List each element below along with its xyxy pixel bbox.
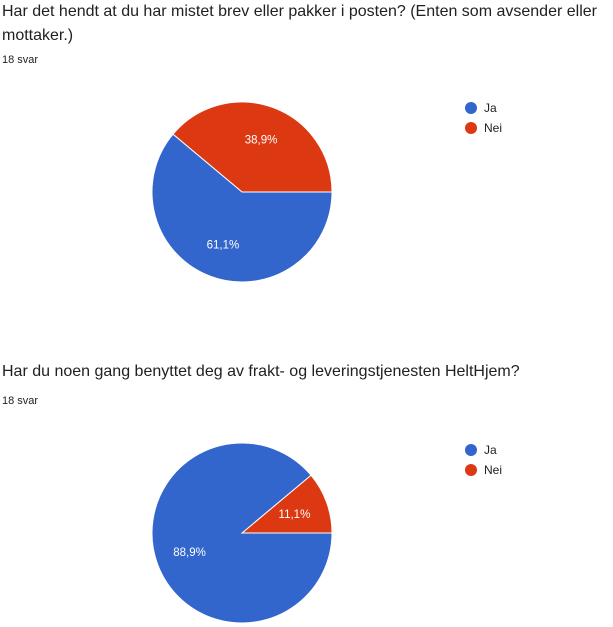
- slice-label: 88,9%: [173, 547, 206, 559]
- legend-swatch: [465, 464, 477, 476]
- response-count: 18 svar: [2, 395, 39, 407]
- legend-label: Nei: [484, 121, 503, 135]
- slice-label: 38,9%: [245, 135, 278, 147]
- pie-slice-ja[interactable]: [151, 442, 333, 624]
- pie-chart: 38,9% 61,1%: [151, 101, 333, 283]
- legend-label: Nei: [484, 463, 503, 477]
- slice-label: 11,1%: [279, 509, 311, 521]
- legend-label: Ja: [484, 101, 497, 115]
- legend-swatch: [465, 122, 477, 134]
- legend-item-nei[interactable]: Nei: [465, 460, 502, 480]
- question-title: Har det hendt at du har mistet brev elle…: [2, 3, 597, 44]
- slice-label: 61,1%: [207, 239, 240, 251]
- pie-slice-nei[interactable]: [172, 101, 333, 193]
- legend-label: Ja: [484, 443, 497, 457]
- question-title: Har du noen gang benyttet deg av frakt- …: [2, 363, 520, 380]
- legend: Ja Nei: [465, 98, 502, 138]
- legend-item-ja[interactable]: Ja: [465, 98, 502, 118]
- response-count: 18 svar: [2, 54, 39, 66]
- legend-swatch: [465, 102, 477, 114]
- legend-item-nei[interactable]: Nei: [465, 118, 502, 138]
- pie-slice-ja[interactable]: [151, 133, 333, 283]
- legend-item-ja[interactable]: Ja: [465, 440, 502, 460]
- legend: Ja Nei: [465, 440, 502, 480]
- legend-swatch: [465, 444, 477, 456]
